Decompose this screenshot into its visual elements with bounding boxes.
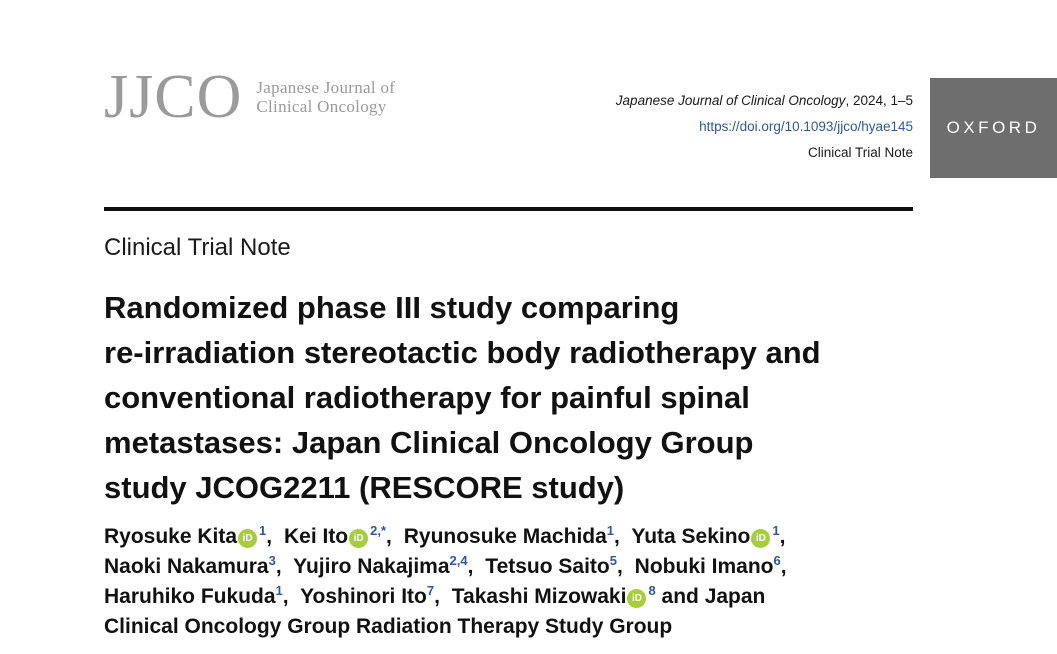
author-name: Naoki Nakamura bbox=[104, 555, 269, 578]
author[interactable]: Ryunosuke Machida1 bbox=[403, 523, 615, 548]
affiliation-ref[interactable]: 7 bbox=[426, 583, 435, 598]
author-list: Ryosuke Kita iD1, Kei Ito iD2,*, Ryunosuke… bbox=[104, 522, 924, 642]
author[interactable]: Takashi Mizowaki iD8 bbox=[451, 583, 656, 608]
citation-year-pages: , 2024, 1–5 bbox=[845, 93, 913, 108]
author-name: Nobuki Imano bbox=[634, 555, 774, 578]
affiliation-ref[interactable]: 5 bbox=[609, 553, 617, 568]
author-tail: and Japan bbox=[655, 585, 766, 608]
author-name: Yujiro Nakajima bbox=[293, 555, 450, 578]
author[interactable]: Naoki Nakamura3 bbox=[104, 553, 276, 578]
orcid-icon[interactable]: iD bbox=[627, 589, 647, 608]
author[interactable]: Yoshinori Ito7 bbox=[300, 583, 435, 608]
affiliation-ref[interactable]: 1 bbox=[259, 523, 267, 538]
group-author[interactable]: Clinical Oncology Group Radiation Therap… bbox=[104, 615, 673, 638]
author-line: Haruhiko Fukuda1, Yoshinori Ito7, Takash… bbox=[104, 583, 766, 608]
doi-link[interactable]: https://doi.org/10.1093/jjco/hyae145 bbox=[699, 119, 913, 134]
author[interactable]: Tetsuo Saito5 bbox=[485, 553, 617, 578]
oxford-logo[interactable]: OXFORD bbox=[930, 78, 1057, 178]
author[interactable]: Yuta Sekino iD1 bbox=[631, 523, 780, 548]
orcid-icon[interactable]: iD bbox=[751, 529, 771, 548]
affiliation-ref[interactable]: 1 bbox=[606, 523, 615, 538]
author-name: Yuta Sekino bbox=[631, 525, 751, 548]
orcid-icon[interactable]: iD bbox=[349, 529, 369, 548]
journal-name-line2: Clinical Oncology bbox=[256, 97, 387, 116]
title-line: Randomized phase III study comparing bbox=[104, 290, 680, 325]
header-rule bbox=[104, 207, 913, 211]
affiliation-ref[interactable]: 2,* bbox=[370, 523, 387, 538]
jjco-logo-mark: JJCO bbox=[104, 63, 243, 131]
journal-full-name: Japanese Journal of Clinical Oncology bbox=[256, 78, 395, 116]
author-name: Tetsuo Saito bbox=[485, 555, 610, 578]
orcid-icon[interactable]: iD bbox=[238, 529, 258, 548]
author-name: Ryunosuke Machida bbox=[403, 525, 607, 548]
article-type-heading: Clinical Trial Note bbox=[104, 234, 291, 261]
journal-name-line1: Japanese Journal of bbox=[256, 78, 396, 97]
author[interactable]: Haruhiko Fukuda1 bbox=[104, 583, 283, 608]
author-name: Yoshinori Ito bbox=[300, 585, 427, 608]
article-title: Randomized phase III study comparing re-… bbox=[104, 285, 924, 510]
title-line: metastases: Japan Clinical Oncology Grou… bbox=[104, 425, 754, 460]
author[interactable]: Yujiro Nakajima2,4 bbox=[293, 553, 468, 578]
citation-block: Japanese Journal of Clinical Oncology, 2… bbox=[616, 88, 913, 166]
journal-logo[interactable]: JJCO Japanese Journal of Clinical Oncolo… bbox=[104, 66, 395, 128]
author[interactable]: Kei Ito iD2,* bbox=[283, 523, 387, 548]
affiliation-ref[interactable]: 6 bbox=[773, 553, 781, 568]
affiliation-ref[interactable]: 1 bbox=[275, 583, 283, 598]
citation-journal: Japanese Journal of Clinical Oncology bbox=[615, 93, 846, 108]
author-name: Takashi Mizowaki bbox=[451, 585, 627, 608]
author[interactable]: Ryosuke Kita iD1 bbox=[104, 523, 267, 548]
author-name: Kei Ito bbox=[283, 525, 349, 548]
author-name: Haruhiko Fukuda bbox=[104, 585, 276, 608]
affiliation-ref[interactable]: 2,4 bbox=[449, 553, 468, 568]
affiliation-ref[interactable]: 8 bbox=[648, 583, 656, 598]
author-line: Ryosuke Kita iD1, Kei Ito iD2,*, Ryunosuke… bbox=[104, 523, 786, 548]
affiliation-ref[interactable]: 1 bbox=[772, 523, 780, 538]
affiliation-ref[interactable]: 3 bbox=[268, 553, 276, 568]
author-name: Ryosuke Kita bbox=[104, 525, 238, 548]
article-type-small: Clinical Trial Note bbox=[807, 145, 913, 160]
title-line: conventional radiotherapy for painful sp… bbox=[104, 380, 750, 415]
oxford-label: OXFORD bbox=[946, 118, 1041, 137]
author-line: Naoki Nakamura3, Yujiro Nakajima2,4, Tet… bbox=[104, 553, 787, 578]
citation-line: Japanese Journal of Clinical Oncology, 2… bbox=[616, 88, 913, 114]
title-line: study JCOG2211 (RESCORE study) bbox=[104, 470, 625, 505]
title-line: re-irradiation stereotactic body radioth… bbox=[104, 335, 821, 370]
author[interactable]: Nobuki Imano6 bbox=[634, 553, 781, 578]
